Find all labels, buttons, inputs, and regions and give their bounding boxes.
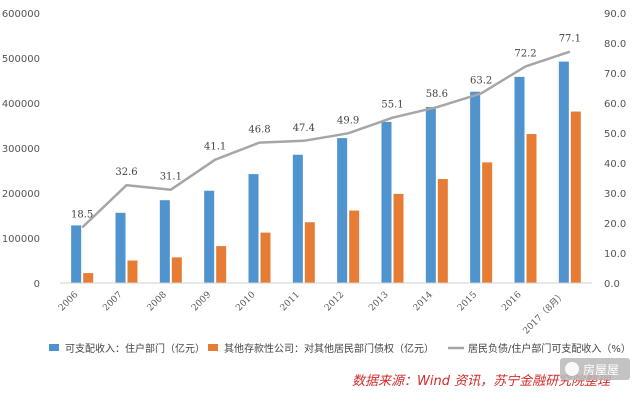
legend-label: 居民负债/住户部门可支配收入（%） xyxy=(468,342,631,355)
line-data-label: 41.1 xyxy=(204,142,226,153)
x-tick-label: 2017（8月） xyxy=(521,289,568,336)
ratio-line xyxy=(81,50,571,229)
left-tick-label: 300000 xyxy=(2,144,40,155)
right-axis: 0.0 10.0 20.0 30.0 40.0 50.0 60.0 70.0 80.0 90.0 xyxy=(604,9,626,290)
source-note: 数据来源：Wind 资讯，苏宁金融研究院整理 xyxy=(352,373,612,389)
bar-disposable-income xyxy=(337,138,348,283)
right-tick-label: 10.0 xyxy=(604,249,626,260)
ratio-line-series: 18.5 32.6 31.1 41.1 46.8 47.4 49.9 55.1 58.6 63.2… xyxy=(71,34,581,229)
bar-household-debt xyxy=(171,257,182,283)
right-tick-label: 50.0 xyxy=(604,129,626,140)
left-tick-label: 500000 xyxy=(2,54,40,65)
left-tick-label: 100000 xyxy=(2,234,40,245)
bar-disposable-income xyxy=(71,225,82,283)
bar-household-debt xyxy=(216,246,227,283)
watermark-badge xyxy=(560,358,630,380)
x-tick-label: 2008 xyxy=(146,290,169,313)
line-data-label: 55.1 xyxy=(381,100,403,111)
x-tick-label: 2011 xyxy=(279,290,302,313)
bar-disposable-income xyxy=(204,190,215,283)
x-tick-label: 2010 xyxy=(234,290,257,313)
line-data-label: 63.2 xyxy=(470,75,492,86)
bar-disposable-income xyxy=(292,154,303,283)
line-data-label: 18.5 xyxy=(71,210,93,221)
line-data-label: 46.8 xyxy=(248,125,270,136)
x-tick-label: 2013 xyxy=(367,290,390,313)
house-icon xyxy=(565,362,579,376)
left-axis: 0 100000 200000 300000 400000 500000 600000 xyxy=(2,9,40,290)
bar-household-debt xyxy=(349,210,360,283)
bar-disposable-income xyxy=(425,107,436,283)
line-data-label: 47.4 xyxy=(293,123,315,134)
watermark: 房屋屋 xyxy=(560,358,630,380)
right-tick-label: 90.0 xyxy=(604,9,626,20)
line-data-label: 72.2 xyxy=(514,48,536,59)
bar-disposable-income xyxy=(381,121,392,284)
bar-household-debt xyxy=(260,232,271,283)
right-tick-label: 0.0 xyxy=(604,279,620,290)
bar-household-debt xyxy=(393,193,404,283)
legend-swatch xyxy=(208,344,218,351)
bar-household-debt xyxy=(482,162,493,283)
legend-label: 其他存款性公司：对其他居民部门债权（亿元） xyxy=(224,342,434,355)
bar-household-debt xyxy=(83,273,94,283)
line-data-label: 77.1 xyxy=(559,34,581,45)
bar-household-debt xyxy=(437,179,448,283)
bar-series xyxy=(71,61,581,284)
right-tick-label: 20.0 xyxy=(604,219,626,230)
line-data-label: 49.9 xyxy=(337,115,359,126)
x-tick-label: 2006 xyxy=(57,290,80,313)
left-tick-label: 400000 xyxy=(2,99,40,110)
x-tick-label: 2014 xyxy=(412,290,435,313)
left-tick-label: 200000 xyxy=(2,189,40,200)
bar-disposable-income xyxy=(514,76,525,284)
line-data-label: 32.6 xyxy=(115,167,137,178)
right-tick-label: 60.0 xyxy=(604,99,626,110)
bar-household-debt xyxy=(570,111,581,283)
legend-label: 可支配收入：住户部门（亿元） xyxy=(65,342,205,355)
legend: 可支配收入：住户部门（亿元） 其他存款性公司：对其他居民部门债权（亿元） 居民负债/… xyxy=(49,342,631,355)
x-tick-label: 2015 xyxy=(456,290,479,313)
x-axis: 2006 2007 2008 2009 2010 2011 2012 2013 2014 2015… xyxy=(57,282,592,336)
bar-household-debt xyxy=(127,260,138,283)
x-tick-label: 2007 xyxy=(101,290,124,313)
bar-disposable-income xyxy=(558,61,569,283)
right-tick-label: 40.0 xyxy=(604,159,626,170)
bar-disposable-income xyxy=(470,91,481,283)
line-data-label: 31.1 xyxy=(160,172,182,183)
bar-disposable-income xyxy=(159,200,170,283)
bar-disposable-income xyxy=(248,174,259,283)
x-tick-label: 2012 xyxy=(323,290,346,313)
right-tick-label: 80.0 xyxy=(604,39,626,50)
x-tick-label: 2016 xyxy=(500,290,523,313)
line-data-label: 58.6 xyxy=(426,89,448,100)
x-tick-label: 2009 xyxy=(190,290,213,313)
left-tick-label: 0 xyxy=(34,279,40,290)
right-tick-label: 70.0 xyxy=(604,69,626,80)
watermark-text: 房屋屋 xyxy=(583,362,619,377)
bar-disposable-income xyxy=(115,212,126,283)
right-tick-label: 30.0 xyxy=(604,189,626,200)
bar-household-debt xyxy=(304,222,315,283)
left-tick-label: 600000 xyxy=(2,9,40,20)
legend-swatch xyxy=(49,344,59,351)
bar-household-debt xyxy=(526,134,537,283)
